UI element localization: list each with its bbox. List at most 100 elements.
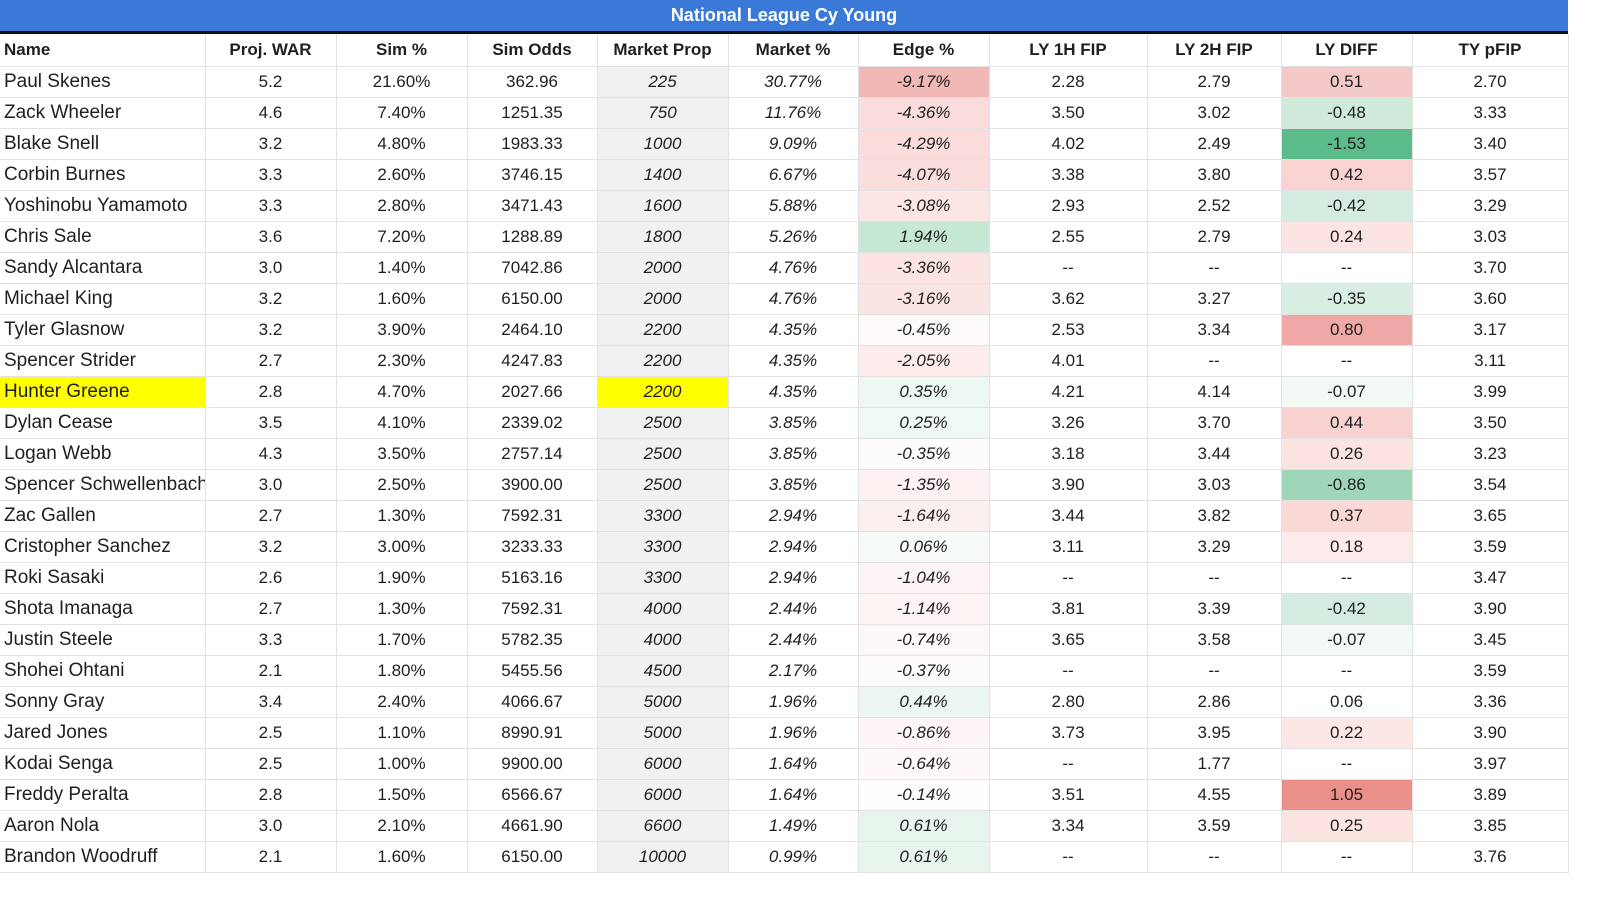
cell-proj-war[interactable]: 3.5: [205, 407, 337, 439]
cell-name[interactable]: Spencer Strider: [0, 345, 206, 377]
cell-market-pct[interactable]: 6.67%: [728, 159, 859, 191]
cell-ly-2h-fip[interactable]: 3.70: [1146, 407, 1282, 439]
cell-market-pct[interactable]: 1.49%: [728, 810, 859, 842]
cell-market-pct[interactable]: 30.77%: [728, 66, 859, 98]
cell-ly-1h-fip[interactable]: 3.11: [988, 531, 1148, 563]
cell-market-pct[interactable]: 9.09%: [728, 128, 859, 160]
cell-edge-pct[interactable]: 0.61%: [858, 810, 990, 842]
cell-ly-2h-fip[interactable]: 4.55: [1146, 779, 1282, 811]
cell-proj-war[interactable]: 3.0: [205, 810, 337, 842]
cell-market-prop[interactable]: 3300: [597, 531, 729, 563]
cell-ly-diff[interactable]: 0.37: [1281, 500, 1413, 532]
cell-ly-1h-fip[interactable]: 3.62: [988, 283, 1148, 315]
cell-sim-odds[interactable]: 6566.67: [467, 779, 598, 811]
cell-ly-1h-fip[interactable]: --: [988, 655, 1148, 687]
cell-ly-2h-fip[interactable]: 3.59: [1146, 810, 1282, 842]
cell-sim-odds[interactable]: 5455.56: [467, 655, 598, 687]
cell-sim-pct[interactable]: 3.00%: [336, 531, 468, 563]
cell-edge-pct[interactable]: -0.37%: [858, 655, 990, 687]
cell-sim-pct[interactable]: 1.40%: [336, 252, 468, 284]
cell-sim-pct[interactable]: 1.10%: [336, 717, 468, 749]
cell-name[interactable]: Aaron Nola: [0, 810, 206, 842]
cell-ly-1h-fip[interactable]: 3.81: [988, 593, 1148, 625]
cell-ty-pfip[interactable]: 3.99: [1411, 376, 1569, 408]
cell-sim-pct[interactable]: 1.60%: [336, 283, 468, 315]
cell-edge-pct[interactable]: -0.14%: [858, 779, 990, 811]
cell-name[interactable]: Corbin Burnes: [0, 159, 206, 191]
cell-ly-diff[interactable]: 0.24: [1281, 221, 1413, 253]
cell-edge-pct[interactable]: -3.16%: [858, 283, 990, 315]
cell-proj-war[interactable]: 3.2: [205, 314, 337, 346]
cell-ly-2h-fip[interactable]: 3.58: [1146, 624, 1282, 656]
cell-ty-pfip[interactable]: 3.23: [1411, 438, 1569, 470]
cell-sim-pct[interactable]: 2.60%: [336, 159, 468, 191]
cell-market-prop[interactable]: 6600: [597, 810, 729, 842]
cell-ly-2h-fip[interactable]: --: [1146, 562, 1282, 594]
cell-proj-war[interactable]: 2.8: [205, 376, 337, 408]
cell-market-prop[interactable]: 1800: [597, 221, 729, 253]
cell-ty-pfip[interactable]: 2.70: [1411, 66, 1569, 98]
cell-sim-pct[interactable]: 2.10%: [336, 810, 468, 842]
cell-sim-pct[interactable]: 1.90%: [336, 562, 468, 594]
cell-ly-diff[interactable]: -0.42: [1281, 190, 1413, 222]
cell-name[interactable]: Cristopher Sanchez: [0, 531, 206, 563]
cell-market-pct[interactable]: 2.94%: [728, 562, 859, 594]
column-header-proj-war[interactable]: Proj. WAR: [205, 34, 337, 67]
cell-ty-pfip[interactable]: 3.85: [1411, 810, 1569, 842]
cell-name[interactable]: Zack Wheeler: [0, 97, 206, 129]
cell-sim-odds[interactable]: 8990.91: [467, 717, 598, 749]
cell-proj-war[interactable]: 3.3: [205, 159, 337, 191]
cell-ty-pfip[interactable]: 3.33: [1411, 97, 1569, 129]
cell-market-pct[interactable]: 4.35%: [728, 345, 859, 377]
cell-proj-war[interactable]: 2.7: [205, 500, 337, 532]
cell-ty-pfip[interactable]: 3.11: [1411, 345, 1569, 377]
cell-ly-diff[interactable]: 0.22: [1281, 717, 1413, 749]
cell-ly-2h-fip[interactable]: --: [1146, 841, 1282, 873]
cell-ly-diff[interactable]: -0.07: [1281, 624, 1413, 656]
cell-name[interactable]: Roki Sasaki: [0, 562, 206, 594]
cell-proj-war[interactable]: 3.2: [205, 531, 337, 563]
cell-edge-pct[interactable]: 0.35%: [858, 376, 990, 408]
column-header-ly-2h-fip[interactable]: LY 2H FIP: [1146, 34, 1282, 67]
cell-ly-2h-fip[interactable]: 4.14: [1146, 376, 1282, 408]
cell-market-pct[interactable]: 3.85%: [728, 469, 859, 501]
cell-edge-pct[interactable]: 0.44%: [858, 686, 990, 718]
cell-ty-pfip[interactable]: 3.40: [1411, 128, 1569, 160]
cell-sim-pct[interactable]: 1.30%: [336, 500, 468, 532]
cell-market-pct[interactable]: 2.94%: [728, 531, 859, 563]
cell-ly-2h-fip[interactable]: 3.44: [1146, 438, 1282, 470]
cell-market-prop[interactable]: 5000: [597, 717, 729, 749]
cell-ly-2h-fip[interactable]: 3.34: [1146, 314, 1282, 346]
cell-edge-pct[interactable]: -1.14%: [858, 593, 990, 625]
cell-market-prop[interactable]: 2200: [597, 345, 729, 377]
cell-sim-pct[interactable]: 3.50%: [336, 438, 468, 470]
cell-sim-pct[interactable]: 7.40%: [336, 97, 468, 129]
cell-sim-odds[interactable]: 9900.00: [467, 748, 598, 780]
cell-sim-pct[interactable]: 1.70%: [336, 624, 468, 656]
cell-ly-1h-fip[interactable]: 2.28: [988, 66, 1148, 98]
cell-ty-pfip[interactable]: 3.54: [1411, 469, 1569, 501]
cell-ly-1h-fip[interactable]: 3.65: [988, 624, 1148, 656]
cell-edge-pct[interactable]: -0.86%: [858, 717, 990, 749]
cell-ly-1h-fip[interactable]: 3.44: [988, 500, 1148, 532]
cell-sim-pct[interactable]: 1.00%: [336, 748, 468, 780]
cell-edge-pct[interactable]: -0.35%: [858, 438, 990, 470]
cell-proj-war[interactable]: 2.5: [205, 748, 337, 780]
cell-ly-1h-fip[interactable]: 3.34: [988, 810, 1148, 842]
cell-market-prop[interactable]: 2200: [597, 376, 729, 408]
cell-ty-pfip[interactable]: 3.89: [1411, 779, 1569, 811]
cell-market-prop[interactable]: 4000: [597, 593, 729, 625]
cell-sim-pct[interactable]: 1.30%: [336, 593, 468, 625]
cell-ly-1h-fip[interactable]: 3.73: [988, 717, 1148, 749]
cell-ly-1h-fip[interactable]: 3.51: [988, 779, 1148, 811]
cell-sim-odds[interactable]: 3233.33: [467, 531, 598, 563]
cell-ly-1h-fip[interactable]: 3.90: [988, 469, 1148, 501]
column-header-name[interactable]: Name: [0, 34, 206, 67]
cell-proj-war[interactable]: 3.2: [205, 128, 337, 160]
cell-ly-1h-fip[interactable]: 4.21: [988, 376, 1148, 408]
column-header-ty-pfip[interactable]: TY pFIP: [1411, 34, 1569, 67]
cell-ly-diff[interactable]: 0.25: [1281, 810, 1413, 842]
cell-market-prop[interactable]: 5000: [597, 686, 729, 718]
cell-market-prop[interactable]: 2000: [597, 252, 729, 284]
cell-ly-diff[interactable]: -1.53: [1281, 128, 1413, 160]
